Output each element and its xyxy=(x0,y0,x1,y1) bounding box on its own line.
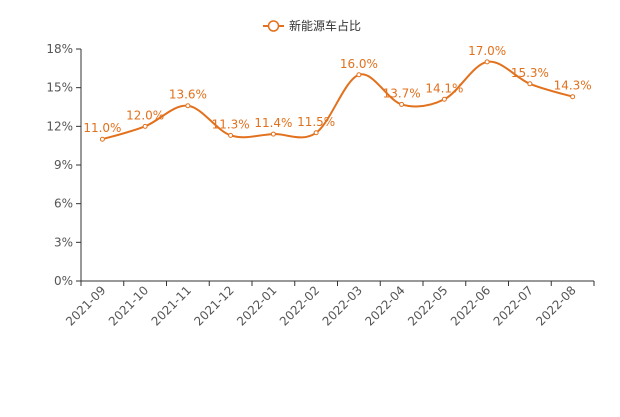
y-tick-label: 6% xyxy=(54,197,73,211)
x-tick-label: 2022-05 xyxy=(405,283,450,328)
series-line-layer xyxy=(102,60,573,141)
legend[interactable]: 新能源车占比 xyxy=(263,18,361,33)
data-point[interactable] xyxy=(441,96,447,102)
series-line xyxy=(102,60,573,141)
data-label: 14.3% xyxy=(554,79,592,93)
data-point[interactable] xyxy=(484,59,490,65)
y-tick-label: 18% xyxy=(46,42,73,56)
data-point[interactable] xyxy=(399,101,405,107)
data-point[interactable] xyxy=(228,132,234,138)
data-point[interactable] xyxy=(313,130,319,136)
y-tick-label: 15% xyxy=(46,81,73,95)
x-tick-label: 2022-08 xyxy=(533,283,578,328)
legend-marker-icon xyxy=(267,20,280,32)
data-label: 12.0% xyxy=(126,108,164,122)
x-tick-label: 2021-09 xyxy=(63,283,108,328)
data-label: 11.5% xyxy=(297,115,335,129)
data-label: 14.1% xyxy=(425,81,463,95)
y-tick-label: 12% xyxy=(46,119,73,133)
data-label-layer: 11.0% 12.0% 13.6% 11.3% 11.4% 11.5% 16.0% 13.7%… xyxy=(83,44,591,135)
axes: 0%3%6%9%12%15%18%2021-092021-102021-1120… xyxy=(46,42,595,329)
data-point[interactable] xyxy=(142,123,148,129)
y-tick-label: 3% xyxy=(54,235,73,249)
data-point[interactable] xyxy=(270,131,276,137)
data-point[interactable] xyxy=(570,94,576,100)
x-tick-label: 2022-02 xyxy=(277,283,322,328)
data-label: 16.0% xyxy=(340,57,378,71)
data-point[interactable] xyxy=(356,72,362,78)
y-tick-label: 0% xyxy=(54,274,73,288)
data-label: 13.6% xyxy=(169,88,207,102)
x-tick-label: 2021-10 xyxy=(106,283,151,328)
x-tick-label: 2021-11 xyxy=(149,283,194,328)
data-label: 15.3% xyxy=(511,66,549,80)
data-point[interactable] xyxy=(527,81,533,87)
y-tick-label: 9% xyxy=(54,158,73,172)
data-label: 13.7% xyxy=(383,86,421,100)
x-tick-label: 2022-07 xyxy=(491,283,536,328)
data-label: 11.0% xyxy=(83,121,121,135)
x-tick-label: 2022-01 xyxy=(234,283,279,328)
x-tick-label: 2022-06 xyxy=(448,283,493,328)
legend-label: 新能源车占比 xyxy=(289,18,361,33)
series-point-layer xyxy=(99,59,576,142)
x-tick-label: 2022-04 xyxy=(362,283,407,328)
data-label: 11.4% xyxy=(254,116,292,130)
data-label: 11.3% xyxy=(212,117,250,131)
data-label: 17.0% xyxy=(468,44,506,58)
data-point[interactable] xyxy=(99,136,105,142)
data-point[interactable] xyxy=(185,103,191,109)
x-tick-label: 2022-03 xyxy=(320,283,365,328)
x-tick-label: 2021-12 xyxy=(191,283,236,328)
